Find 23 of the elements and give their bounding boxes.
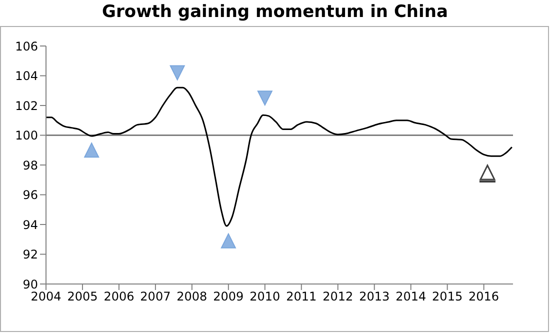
x-tick-label: 2006 <box>104 290 134 304</box>
y-tick-label: 94 <box>22 218 38 232</box>
y-tick-label: 92 <box>22 248 38 262</box>
y-tick-label: 104 <box>15 69 38 84</box>
y-tick-label: 100 <box>15 128 38 143</box>
x-tick-label: 2012 <box>322 290 354 304</box>
x-tick-label: 2013 <box>359 290 390 304</box>
y-tick-label: 106 <box>15 39 38 54</box>
x-tick-label: 2009 <box>213 290 244 304</box>
x-tick-label: 2016 <box>468 290 500 304</box>
x-tick-label: 2015 <box>432 290 463 304</box>
y-tick-label: 102 <box>15 98 38 113</box>
chart-title: Growth gaining momentum in China <box>101 2 449 22</box>
x-tick-label: 2004 <box>30 290 62 304</box>
x-tick-label: 2005 <box>67 290 98 304</box>
x-tick-label: 2014 <box>396 290 426 304</box>
x-tick-label: 2011 <box>286 290 317 304</box>
y-tick-label: 96 <box>22 188 38 202</box>
y-tick-label: 98 <box>22 158 38 172</box>
y-tick-label: 90 <box>22 277 38 292</box>
x-tick-label: 2010 <box>250 290 280 304</box>
x-tick-label: 2007 <box>140 290 171 304</box>
x-tick-label: 2008 <box>176 290 208 304</box>
